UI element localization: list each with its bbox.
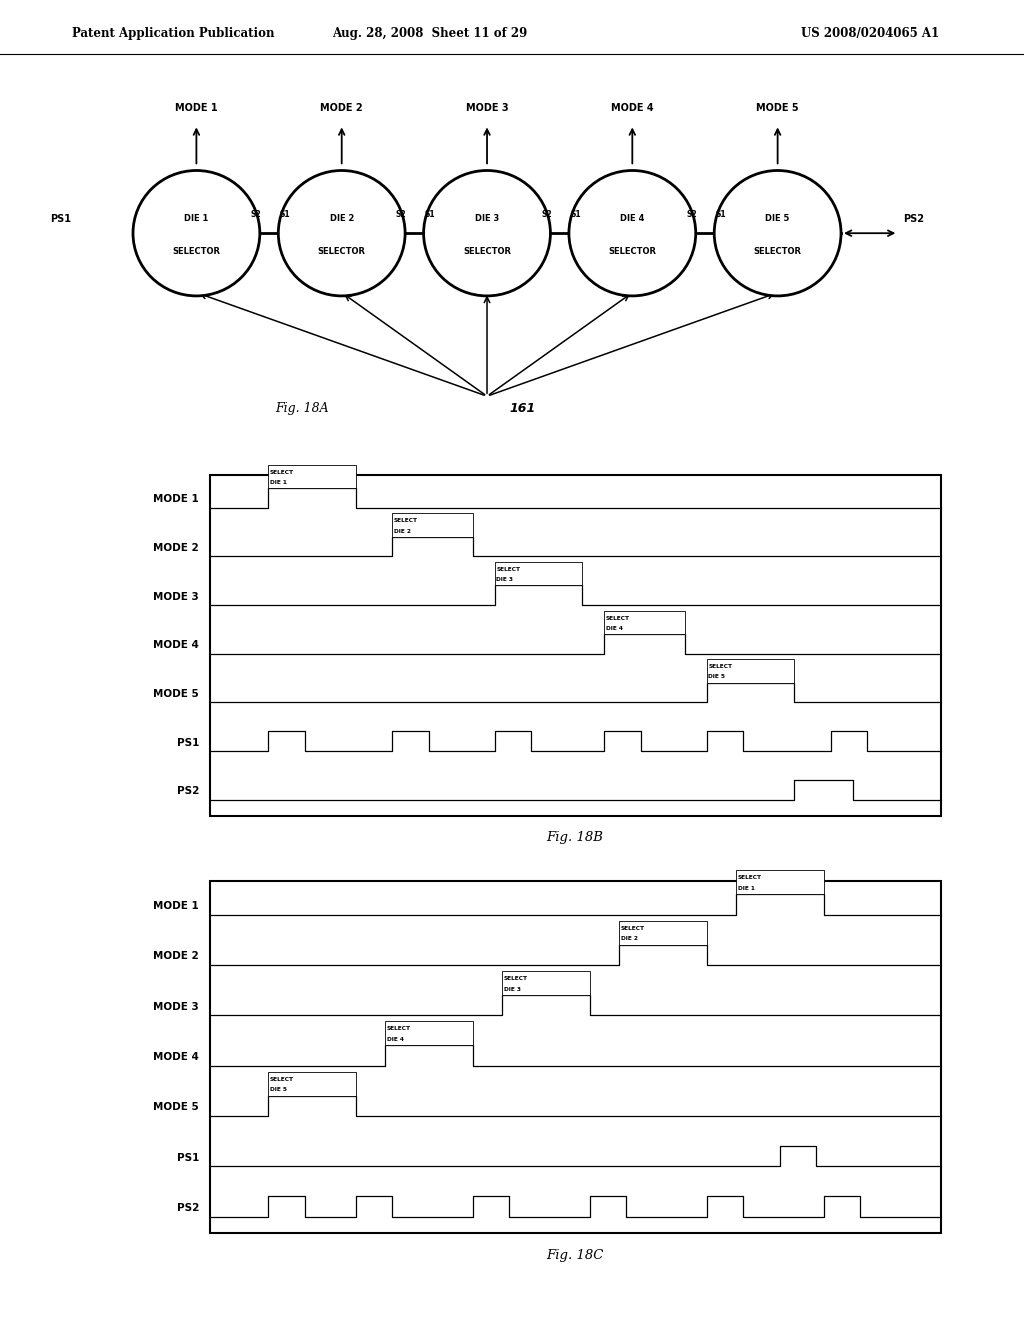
Text: PS1: PS1 — [50, 214, 72, 224]
Text: S2: S2 — [251, 210, 261, 219]
Text: SELECT: SELECT — [387, 1027, 411, 1031]
Text: SELECTOR: SELECTOR — [172, 247, 220, 256]
Text: DIE 2: DIE 2 — [621, 936, 638, 941]
Bar — [392, 513, 473, 537]
Text: S2: S2 — [541, 210, 552, 219]
Text: MODE 1: MODE 1 — [154, 495, 199, 504]
Text: MODE 1: MODE 1 — [175, 103, 218, 112]
Text: DIE 2: DIE 2 — [330, 214, 354, 223]
Ellipse shape — [133, 170, 260, 296]
Text: DIE 5: DIE 5 — [709, 675, 725, 680]
Text: MODE 3: MODE 3 — [154, 1002, 199, 1011]
Text: MODE 1: MODE 1 — [154, 902, 199, 911]
Text: US 2008/0204065 A1: US 2008/0204065 A1 — [802, 26, 939, 40]
Text: SELECT: SELECT — [621, 925, 645, 931]
Text: DIE 3: DIE 3 — [475, 214, 499, 223]
Text: SELECT: SELECT — [497, 568, 520, 572]
Text: MODE 3: MODE 3 — [466, 103, 508, 112]
Text: MODE 4: MODE 4 — [154, 640, 199, 651]
Text: MODE 5: MODE 5 — [154, 689, 199, 700]
Bar — [707, 660, 795, 682]
Bar — [502, 972, 590, 995]
Text: SELECT: SELECT — [270, 1077, 294, 1082]
Text: DIE 4: DIE 4 — [606, 626, 623, 631]
Text: S1: S1 — [425, 210, 435, 219]
Text: Fig. 18C: Fig. 18C — [547, 1249, 604, 1262]
Bar — [268, 1072, 355, 1096]
Bar — [210, 880, 940, 1233]
Text: PS2: PS2 — [177, 1203, 199, 1213]
Text: SELECTOR: SELECTOR — [754, 247, 802, 256]
Text: Fig. 18A: Fig. 18A — [275, 403, 329, 416]
Text: MODE 2: MODE 2 — [321, 103, 364, 112]
Text: PS2: PS2 — [903, 214, 924, 224]
Text: Aug. 28, 2008  Sheet 11 of 29: Aug. 28, 2008 Sheet 11 of 29 — [333, 26, 527, 40]
Text: DIE 5: DIE 5 — [765, 214, 790, 223]
Text: MODE 3: MODE 3 — [154, 591, 199, 602]
Text: SELECTOR: SELECTOR — [317, 247, 366, 256]
Text: SELECT: SELECT — [394, 519, 418, 524]
Text: SELECT: SELECT — [606, 615, 630, 620]
Text: SELECT: SELECT — [270, 470, 294, 475]
Text: S1: S1 — [570, 210, 581, 219]
Text: PS2: PS2 — [177, 787, 199, 796]
Text: S2: S2 — [686, 210, 697, 219]
Ellipse shape — [714, 170, 841, 296]
Text: DIE 2: DIE 2 — [394, 528, 411, 533]
Text: DIE 1: DIE 1 — [270, 480, 287, 484]
Text: DIE 1: DIE 1 — [737, 886, 755, 891]
Text: S1: S1 — [280, 210, 290, 219]
Bar — [268, 465, 355, 488]
Text: PS1: PS1 — [177, 738, 199, 747]
Text: S1: S1 — [716, 210, 726, 219]
Bar — [604, 611, 685, 634]
Text: DIE 1: DIE 1 — [184, 214, 209, 223]
Text: MODE 5: MODE 5 — [154, 1102, 199, 1113]
Text: SELECT: SELECT — [504, 975, 527, 981]
Text: S2: S2 — [396, 210, 407, 219]
Text: SELECT: SELECT — [709, 664, 732, 669]
Bar — [736, 870, 823, 895]
Bar — [210, 475, 940, 816]
Text: DIE 3: DIE 3 — [504, 986, 521, 991]
Text: Patent Application Publication: Patent Application Publication — [72, 26, 274, 40]
Text: SELECTOR: SELECTOR — [608, 247, 656, 256]
Text: MODE 5: MODE 5 — [757, 103, 799, 112]
Text: DIE 3: DIE 3 — [497, 577, 513, 582]
Ellipse shape — [569, 170, 695, 296]
Text: SELECT: SELECT — [737, 875, 762, 880]
Text: DIE 4: DIE 4 — [387, 1036, 403, 1041]
Bar — [495, 562, 583, 586]
Text: 161: 161 — [509, 403, 536, 416]
Text: MODE 4: MODE 4 — [154, 1052, 199, 1063]
Text: MODE 2: MODE 2 — [154, 952, 199, 961]
Ellipse shape — [424, 170, 551, 296]
Text: PS1: PS1 — [177, 1152, 199, 1163]
Text: SELECTOR: SELECTOR — [463, 247, 511, 256]
Bar — [385, 1022, 473, 1045]
Text: DIE 5: DIE 5 — [270, 1088, 287, 1092]
Ellipse shape — [279, 170, 406, 296]
Text: MODE 2: MODE 2 — [154, 543, 199, 553]
Text: Fig. 18B: Fig. 18B — [547, 830, 603, 843]
Text: DIE 4: DIE 4 — [621, 214, 644, 223]
Text: MODE 4: MODE 4 — [611, 103, 653, 112]
Bar — [618, 920, 707, 945]
